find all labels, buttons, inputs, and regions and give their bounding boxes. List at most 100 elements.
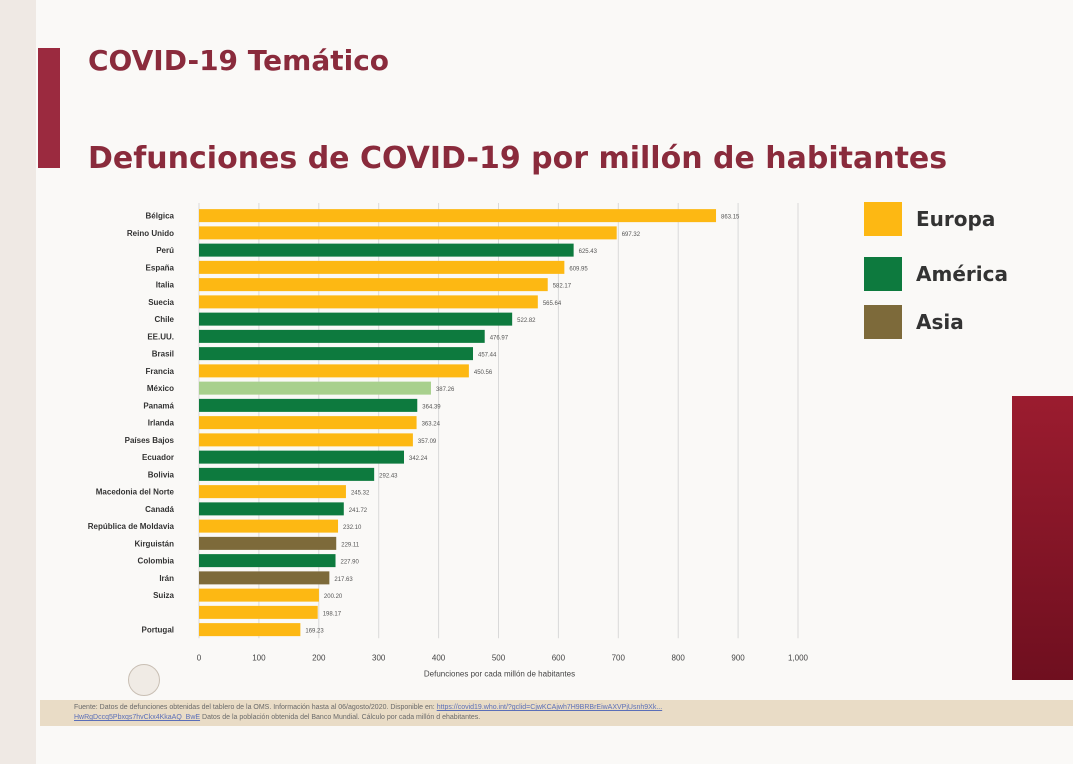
data-label: 241.72 (349, 508, 368, 514)
legend-label-asia: Asia (916, 310, 964, 334)
legend-item-asia: Asia (864, 305, 964, 339)
bar-chart: 0 100 200 300 400 500 600 700 800 900 1,000 Bélgica… (88, 203, 809, 678)
category-label: Ecuador (142, 453, 174, 462)
data-label: 229.11 (341, 542, 360, 548)
footnote-link-2[interactable]: HwRgDccq5Pbxqs7hvCkx4KkaAQ_BwE (74, 714, 201, 721)
category-label: Bolivia (148, 470, 175, 479)
data-label: 476.97 (490, 335, 509, 341)
legend-swatch-america (864, 257, 902, 291)
data-label: 387.26 (436, 387, 455, 393)
bar (199, 623, 301, 637)
category-label: República de Moldavia (88, 522, 175, 531)
category-label: España (146, 263, 175, 272)
category-label: EE.UU. (147, 332, 174, 341)
category-label: Suecia (148, 298, 174, 307)
bar (199, 571, 330, 585)
category-label: Macedonia del Norte (96, 488, 175, 497)
data-label: 863.15 (721, 215, 740, 221)
data-label: 169.23 (305, 629, 324, 635)
x-tick-label: 300 (372, 653, 386, 662)
bar (199, 536, 337, 550)
bar (199, 502, 344, 516)
data-label: 245.32 (351, 491, 370, 497)
data-label: 342.24 (409, 456, 428, 462)
bar (199, 364, 469, 378)
legend-swatch-asia (864, 305, 902, 339)
bar (199, 278, 548, 292)
data-label: 217.63 (334, 577, 353, 583)
category-label: Canadá (145, 505, 174, 514)
category-label: Italia (156, 281, 175, 290)
data-label: 364.39 (422, 404, 441, 410)
x-axis-label: Defunciones por cada millón de habitante… (424, 669, 575, 678)
data-label: 625.43 (579, 249, 598, 255)
bar (199, 605, 318, 619)
category-label: Kirguistán (134, 539, 174, 548)
bar (199, 347, 474, 361)
data-label: 227.90 (341, 560, 360, 566)
category-label: Perú (156, 246, 174, 255)
x-tick-label: 1,000 (788, 653, 809, 662)
bar (199, 588, 319, 602)
data-label: 200.20 (324, 594, 343, 600)
category-label: Irlanda (148, 419, 175, 428)
x-tick-label: 500 (492, 653, 506, 662)
category-label: Portugal (142, 626, 174, 635)
category-label: Bélgica (146, 212, 175, 221)
x-tick-label: 700 (612, 653, 626, 662)
data-label: 582.17 (553, 284, 572, 290)
bar (199, 433, 413, 447)
legend-label-america: América (916, 262, 1008, 286)
legend-item-europa: Europa (864, 202, 995, 236)
data-label: 363.24 (422, 422, 441, 428)
bar (199, 519, 339, 533)
bar (199, 295, 538, 309)
category-label: Francia (146, 367, 175, 376)
data-label: 609.95 (569, 266, 588, 272)
data-label: 198.17 (323, 611, 342, 617)
source-footnote: Fuente: Datos de defunciones obtenidas d… (40, 700, 1073, 726)
x-tick-label: 100 (252, 653, 266, 662)
slide-title: COVID-19 Temático (88, 44, 390, 77)
legend-label-europa: Europa (916, 207, 996, 231)
category-label: México (147, 384, 174, 393)
footnote-text-1: Fuente: Datos de defunciones obtenidas d… (74, 704, 435, 711)
category-label: Países Bajos (125, 436, 175, 445)
bar (199, 209, 717, 223)
bar (199, 485, 346, 499)
chart-title: Defunciones de COVID-19 por millón de ha… (88, 141, 948, 176)
bar (199, 260, 565, 274)
x-tick-label: 600 (552, 653, 566, 662)
x-tick-label: 400 (432, 653, 446, 662)
bar (199, 554, 336, 568)
footnote-text-2: Datos de la población obtenida del Banco… (202, 714, 481, 721)
category-label: Chile (154, 315, 174, 324)
bar (199, 243, 574, 257)
x-tick-label: 900 (731, 653, 745, 662)
data-label: 522.82 (517, 318, 536, 324)
seal-logo-icon (128, 664, 160, 696)
bar (199, 398, 418, 412)
bar (199, 416, 417, 430)
data-label: 292.43 (379, 473, 398, 479)
legend-swatch-europa (864, 202, 902, 236)
category-label: Suiza (153, 591, 174, 600)
data-label: 565.64 (543, 301, 562, 307)
category-label: Brasil (152, 350, 174, 359)
x-tick-label: 0 (197, 653, 202, 662)
bar (199, 467, 375, 481)
x-tick-label: 200 (312, 653, 326, 662)
decorative-red-block (1012, 396, 1073, 680)
x-tick-label: 800 (672, 653, 686, 662)
bar (199, 329, 485, 343)
bar (199, 381, 431, 395)
title-accent-bar (38, 48, 60, 168)
category-label: Reino Unido (127, 229, 174, 238)
legend-item-america: América (864, 257, 1008, 291)
footnote-link-1[interactable]: https://covid19.who.int/?gclid=CjwKCAjwh… (436, 704, 663, 711)
data-label: 697.32 (622, 232, 641, 238)
data-label: 232.10 (343, 525, 362, 531)
decorative-pattern (0, 0, 36, 764)
bar (199, 450, 405, 464)
